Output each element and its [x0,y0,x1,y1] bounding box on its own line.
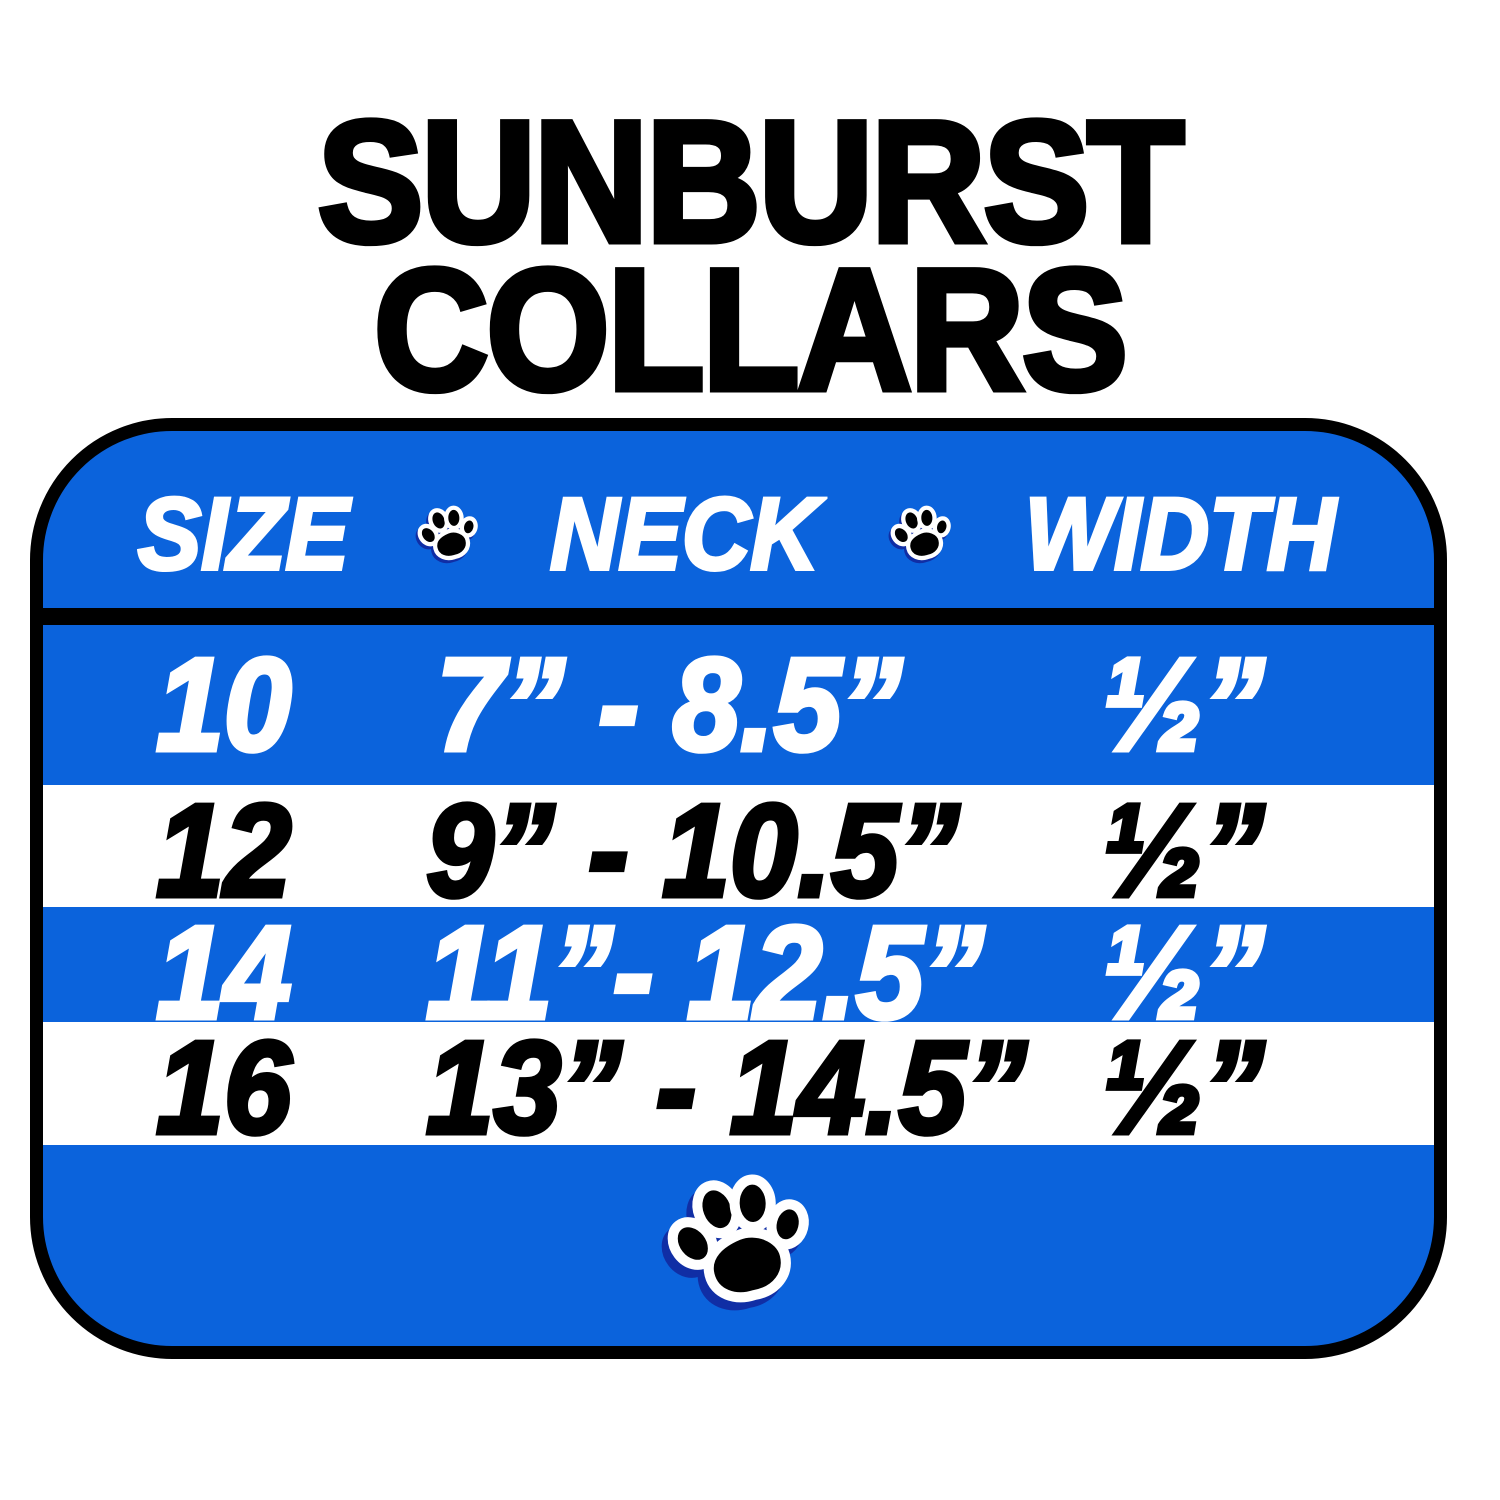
page-title-line1: SUNBURST [315,86,1188,278]
width-cell: ½” [1100,631,1267,778]
table-row: 12 9” - 10.5” ½” [43,782,1434,919]
width-cell: ½” [1100,777,1267,924]
neck-cell: 7” - 8.5” [434,631,904,778]
card-footer [43,1145,1434,1346]
page-title-line2: COLLARS [371,234,1131,426]
table-header-row: SIZE NECK WIDTH [43,431,1434,608]
column-header-width: WIDTH [1023,476,1338,591]
table-row: 16 13” - 14.5” ½” [43,1019,1434,1156]
size-cell: 14 [154,899,294,1046]
paw-icon [416,502,480,566]
size-cell: 10 [154,631,294,778]
paw-icon [889,502,953,566]
paw-icon [664,1166,814,1316]
page-title: SUNBURST COLLARS [0,86,1500,426]
neck-cell: 13” - 14.5” [424,1014,1029,1161]
header-divider [43,608,1434,625]
neck-cell: 11”- 12.5” [424,899,987,1046]
neck-cell: 9” - 10.5” [424,777,962,924]
column-header-size: SIZE [136,476,351,591]
column-header-neck: NECK [548,476,821,591]
width-cell: ½” [1100,899,1267,1046]
table-row: 10 7” - 8.5” ½” [43,625,1434,785]
table-row: 14 11”- 12.5” ½” [43,904,1434,1041]
width-cell: ½” [1100,1014,1267,1161]
size-cell: 16 [154,1014,294,1161]
size-cell: 12 [154,777,294,924]
size-chart-card: SIZE NECK WIDTH 10 7” - 8.5” ½” 12 9” - … [30,418,1447,1359]
